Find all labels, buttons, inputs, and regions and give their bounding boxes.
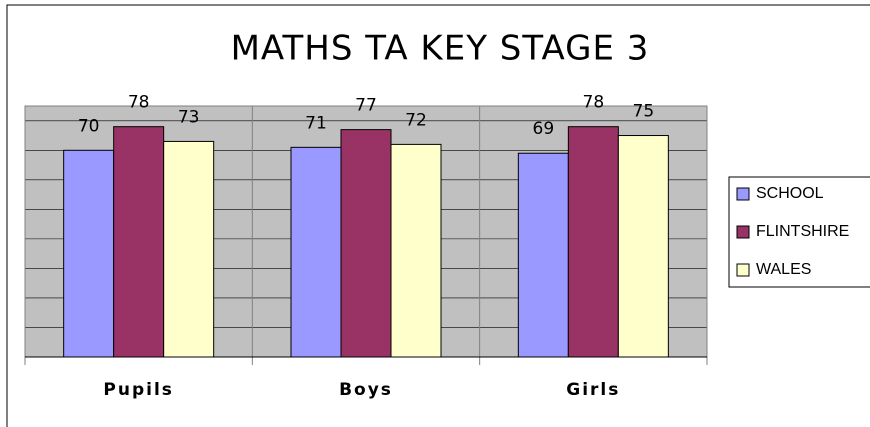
data-label: 78 <box>583 93 605 113</box>
legend-box <box>728 176 870 288</box>
x-tick-label: Girls <box>566 380 620 400</box>
legend-label: FLINTSHIRE <box>756 223 849 240</box>
x-tick-label: Boys <box>339 380 393 400</box>
data-label: 70 <box>78 116 100 136</box>
legend-swatch <box>736 225 750 239</box>
data-label: 77 <box>355 96 377 116</box>
bar <box>390 143 442 358</box>
bar <box>113 126 165 358</box>
x-tick-label: Pupils <box>103 380 174 400</box>
bar <box>290 146 342 358</box>
bar <box>63 149 115 358</box>
legend-label: WALES <box>756 261 811 278</box>
legend-swatch <box>736 263 750 277</box>
legend-swatch <box>736 187 750 201</box>
bar <box>617 135 669 358</box>
bar <box>517 152 569 358</box>
bar <box>340 129 392 358</box>
bar <box>567 126 619 358</box>
data-label: 75 <box>633 102 655 122</box>
legend-label: SCHOOL <box>756 185 824 202</box>
data-label: 78 <box>128 93 150 113</box>
data-label: 73 <box>178 107 200 127</box>
data-label: 72 <box>405 110 427 130</box>
data-label: 71 <box>305 113 327 133</box>
data-label: 69 <box>533 119 555 139</box>
chart-frame <box>6 4 870 427</box>
bar <box>163 140 215 358</box>
chart-title: MATHS TA KEY STAGE 3 <box>231 29 650 69</box>
